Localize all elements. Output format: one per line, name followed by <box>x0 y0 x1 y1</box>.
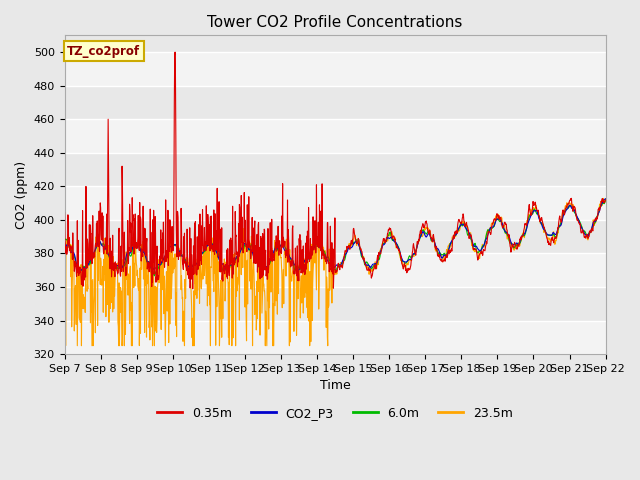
6.0m <box>242 242 250 248</box>
6.0m <box>538 220 545 226</box>
Line: 0.35m: 0.35m <box>65 52 605 288</box>
23.5m <box>62 343 70 348</box>
6.0m <box>602 196 609 202</box>
23.5m <box>168 273 176 278</box>
0.35m <box>420 223 428 229</box>
Bar <box>65 321 605 354</box>
6.0m <box>419 227 427 233</box>
0.35m <box>61 210 68 216</box>
0.35m <box>538 217 546 223</box>
Legend: 0.35m, CO2_P3, 6.0m, 23.5m: 0.35m, CO2_P3, 6.0m, 23.5m <box>152 402 518 425</box>
0.35m <box>602 197 609 203</box>
6.0m <box>181 256 189 262</box>
CO2_P3 <box>602 196 609 202</box>
Y-axis label: CO2 (ppm): CO2 (ppm) <box>15 161 28 229</box>
CO2_P3 <box>419 229 427 235</box>
6.0m <box>168 243 176 249</box>
Line: 23.5m: 23.5m <box>65 198 605 346</box>
0.35m <box>490 216 498 222</box>
23.5m <box>490 222 498 228</box>
6.0m <box>490 223 498 229</box>
Bar <box>65 119 605 153</box>
0.35m <box>181 259 189 264</box>
CO2_P3 <box>168 243 175 249</box>
6.0m <box>61 237 68 242</box>
23.5m <box>602 199 609 204</box>
0.35m <box>189 286 196 291</box>
0.35m <box>168 240 175 245</box>
Bar <box>65 253 605 287</box>
CO2_P3 <box>538 222 545 228</box>
23.5m <box>599 195 607 201</box>
23.5m <box>538 221 545 227</box>
23.5m <box>181 283 189 288</box>
Bar <box>65 186 605 220</box>
23.5m <box>419 230 427 236</box>
CO2_P3 <box>242 241 250 247</box>
CO2_P3 <box>61 247 68 252</box>
Line: CO2_P3: CO2_P3 <box>65 199 605 270</box>
Bar <box>65 52 605 85</box>
CO2_P3 <box>223 267 231 273</box>
Title: Tower CO2 Profile Concentrations: Tower CO2 Profile Concentrations <box>207 15 463 30</box>
CO2_P3 <box>181 258 189 264</box>
23.5m <box>242 252 250 258</box>
CO2_P3 <box>490 223 498 229</box>
6.0m <box>150 273 158 279</box>
Text: TZ_co2prof: TZ_co2prof <box>67 45 140 58</box>
Line: 6.0m: 6.0m <box>65 199 605 276</box>
X-axis label: Time: Time <box>320 379 351 392</box>
0.35m <box>172 49 179 55</box>
0.35m <box>243 244 250 250</box>
23.5m <box>61 238 68 243</box>
